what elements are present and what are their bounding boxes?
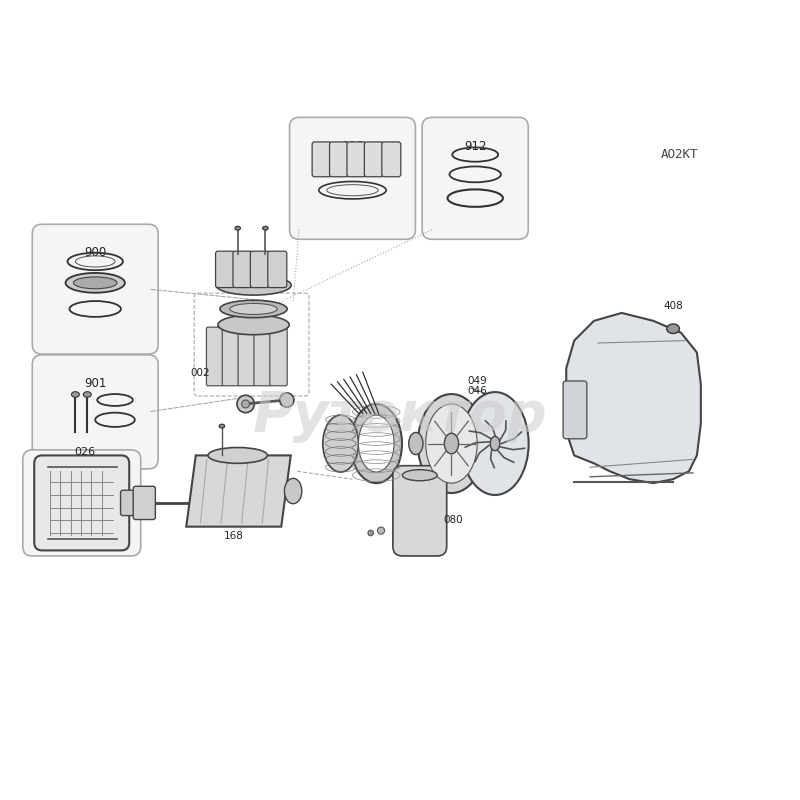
Ellipse shape [208, 447, 267, 463]
Ellipse shape [242, 400, 250, 408]
FancyBboxPatch shape [32, 224, 158, 354]
FancyBboxPatch shape [34, 455, 130, 550]
FancyBboxPatch shape [238, 327, 255, 386]
Ellipse shape [358, 415, 394, 472]
FancyBboxPatch shape [563, 381, 587, 438]
Text: 912: 912 [464, 139, 486, 153]
Ellipse shape [666, 324, 679, 334]
FancyBboxPatch shape [347, 142, 366, 177]
FancyBboxPatch shape [290, 118, 415, 239]
Ellipse shape [378, 527, 385, 534]
Text: 046: 046 [467, 386, 487, 397]
Ellipse shape [216, 275, 291, 295]
Ellipse shape [220, 300, 287, 318]
FancyBboxPatch shape [382, 142, 401, 177]
FancyBboxPatch shape [364, 142, 383, 177]
Ellipse shape [285, 478, 302, 504]
Ellipse shape [418, 394, 485, 493]
Ellipse shape [66, 273, 125, 293]
Ellipse shape [426, 404, 477, 483]
Ellipse shape [280, 393, 294, 407]
FancyBboxPatch shape [270, 327, 287, 386]
Text: Рутоктор: Рутоктор [253, 389, 547, 443]
FancyBboxPatch shape [233, 251, 252, 287]
Ellipse shape [262, 226, 268, 230]
Polygon shape [186, 455, 290, 526]
Ellipse shape [409, 433, 423, 454]
Ellipse shape [218, 315, 289, 334]
FancyBboxPatch shape [330, 142, 349, 177]
Ellipse shape [350, 404, 402, 483]
Ellipse shape [230, 303, 278, 314]
Ellipse shape [402, 470, 438, 481]
FancyBboxPatch shape [250, 251, 270, 287]
Ellipse shape [74, 277, 117, 289]
FancyBboxPatch shape [22, 450, 141, 556]
FancyBboxPatch shape [206, 327, 224, 386]
FancyBboxPatch shape [422, 118, 528, 239]
Ellipse shape [323, 415, 358, 472]
FancyBboxPatch shape [312, 142, 331, 177]
Text: 049: 049 [467, 376, 487, 386]
Text: 408: 408 [663, 301, 683, 311]
Ellipse shape [490, 437, 500, 450]
FancyBboxPatch shape [393, 466, 446, 556]
Ellipse shape [237, 395, 254, 413]
Ellipse shape [83, 392, 91, 398]
Text: 901: 901 [84, 377, 106, 390]
Ellipse shape [71, 392, 79, 398]
Text: AO2KT: AO2KT [662, 148, 698, 161]
FancyBboxPatch shape [268, 251, 286, 287]
Ellipse shape [462, 392, 529, 495]
Text: 026: 026 [70, 472, 93, 485]
FancyBboxPatch shape [222, 327, 240, 386]
FancyBboxPatch shape [32, 355, 158, 469]
FancyBboxPatch shape [215, 251, 234, 287]
Ellipse shape [219, 424, 225, 428]
Ellipse shape [235, 226, 241, 230]
Text: 026: 026 [74, 447, 95, 458]
Ellipse shape [368, 530, 374, 536]
FancyBboxPatch shape [121, 490, 136, 515]
Text: 900: 900 [84, 246, 106, 259]
FancyBboxPatch shape [254, 327, 271, 386]
FancyBboxPatch shape [134, 486, 155, 519]
Ellipse shape [444, 434, 458, 454]
Text: 080: 080 [443, 514, 463, 525]
Text: 002: 002 [190, 368, 210, 378]
Text: 906: 906 [342, 139, 364, 153]
Text: 168: 168 [224, 530, 244, 541]
Polygon shape [566, 313, 701, 483]
